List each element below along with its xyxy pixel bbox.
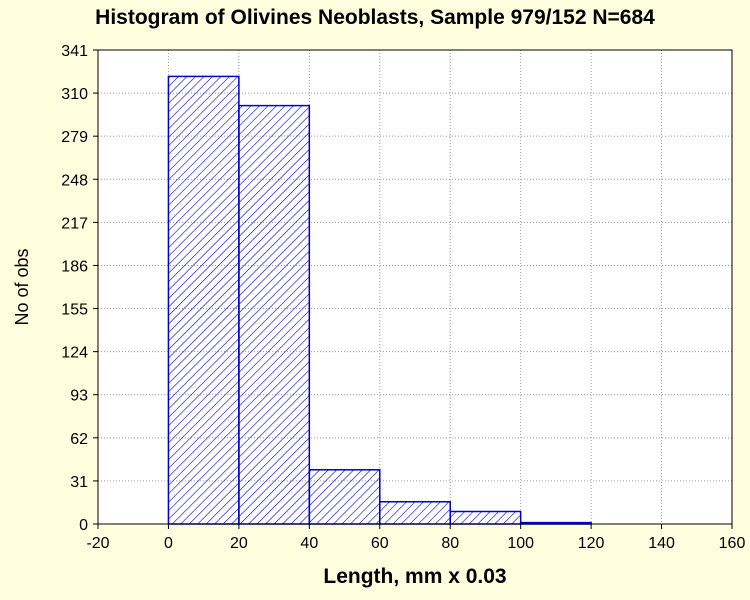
x-tick-label: 0 (164, 535, 173, 552)
chart-title: Histogram of Olivines Neoblasts, Sample … (95, 6, 655, 29)
histogram-bar (379, 501, 451, 525)
histogram-bar (308, 469, 381, 525)
x-tick-label: 60 (371, 535, 389, 552)
y-tick-label: 31 (70, 474, 88, 491)
histogram-bar (167, 75, 240, 525)
x-axis-title: Length, mm x 0.03 (323, 565, 506, 588)
y-tick-label: 62 (70, 431, 88, 448)
plot-frame (97, 49, 733, 525)
x-tick-label: 40 (300, 535, 318, 552)
y-axis-title: No of obs (12, 248, 32, 325)
y-tick-label: 341 (61, 43, 88, 60)
x-tick-label: 160 (719, 535, 746, 552)
x-tick-label: -20 (86, 535, 109, 552)
histogram-bar (238, 104, 311, 525)
y-tick-label: 248 (61, 172, 88, 189)
x-tick-label: 120 (578, 535, 605, 552)
x-tick-label: 100 (507, 535, 534, 552)
x-tick-label: 140 (648, 535, 675, 552)
y-tick-label: 155 (61, 302, 88, 319)
y-tick-label: 279 (61, 129, 88, 146)
histogram-bars (167, 75, 592, 525)
y-tick-label: 124 (61, 345, 88, 362)
y-tick-label: 186 (61, 258, 88, 275)
x-tick-label: 20 (230, 535, 248, 552)
y-tick-label: 93 (70, 388, 88, 405)
y-tick-label: 0 (79, 517, 88, 534)
x-tick-label: 80 (441, 535, 459, 552)
y-tick-label: 217 (61, 215, 88, 232)
y-tick-label: 310 (61, 86, 88, 103)
histogram-bar (449, 510, 522, 525)
